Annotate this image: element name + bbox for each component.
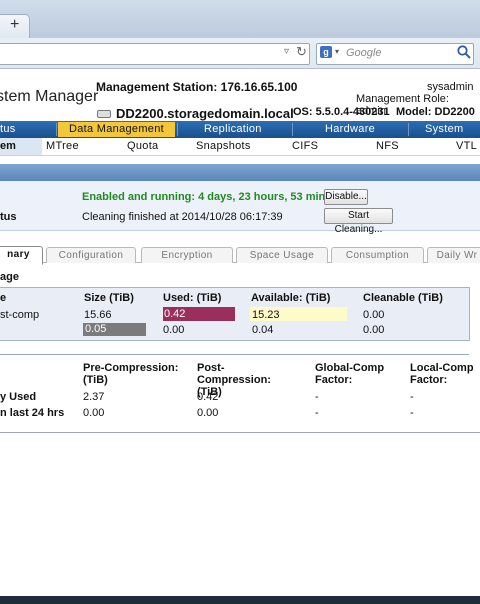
management-station: Management Station: 176.16.65.100: [96, 80, 298, 94]
search-box[interactable]: [316, 43, 474, 65]
table-cell: 0.00: [83, 407, 105, 419]
tab-encryption[interactable]: Encryption: [141, 247, 233, 263]
column-header: e: [0, 292, 7, 304]
space-usage-table: [0, 287, 470, 341]
reload-icon[interactable]: ↻: [296, 44, 307, 59]
table-cell: 0.42: [164, 308, 186, 320]
cleaning-status: Cleaning finished at 2014/10/28 06:17:39: [82, 211, 283, 223]
browser-tab[interactable]: [0, 14, 30, 39]
column-header: Global-Comp Factor:: [315, 362, 385, 386]
google-engine-icon[interactable]: g: [320, 46, 332, 58]
table-cell: -: [410, 407, 414, 419]
table-divider: [0, 354, 469, 355]
tab-space-usage[interactable]: Space Usage: [236, 247, 328, 263]
column-header: Available: (TiB): [251, 292, 331, 304]
sub-nav: MTree Quota Snapshots CIFS NFS VTL: [0, 138, 480, 156]
column-header: Used: (TiB): [163, 292, 222, 304]
subnav-quota[interactable]: Quota: [127, 140, 159, 152]
table-cell: 15.66: [84, 309, 112, 321]
row-label: y Used: [0, 391, 37, 403]
tab-summary[interactable]: nary: [0, 246, 43, 265]
subnav-cifs[interactable]: CIFS: [292, 140, 319, 152]
tab-daily-written[interactable]: Daily Wr: [427, 247, 480, 263]
nav-divider: [292, 123, 293, 136]
address-dropdown-icon[interactable]: ▿: [284, 46, 290, 57]
used-bar: [163, 307, 235, 321]
model-label: Model: DD2200: [396, 106, 475, 118]
table-cell: 0.00: [197, 407, 219, 419]
search-placeholder[interactable]: Google: [346, 47, 382, 59]
nav-divider: [177, 123, 178, 136]
content-divider: [0, 432, 480, 433]
nav-item-data-management[interactable]: Data Management: [58, 122, 175, 137]
table-cell: 0.00: [363, 324, 385, 336]
row-label: n last 24 hrs: [0, 407, 65, 419]
panel-header-bar: [0, 164, 480, 181]
taskbar: [0, 596, 480, 604]
disk-icon: [97, 110, 111, 118]
running-status: Enabled and running: 4 days, 23 hours, 5…: [82, 191, 348, 203]
management-role: Management Role: admin: [356, 93, 449, 117]
tab-configuration[interactable]: Configuration: [46, 247, 136, 263]
column-header: Pre-Compression: (TiB): [83, 362, 179, 386]
table-cell: -: [315, 407, 319, 419]
user-name: sysadmin: [427, 81, 474, 93]
disable-button[interactable]: Disable...: [324, 189, 368, 205]
tab-consumption[interactable]: Consumption: [331, 247, 424, 263]
table-cell: 0.00: [163, 324, 185, 336]
os-version: OS: 5.5.0.4-430231: [293, 106, 390, 118]
nav-item-status[interactable]: tus: [0, 123, 16, 135]
main-nav: tus Data Management Replication Hardware…: [0, 121, 480, 152]
app-title: stem Manager: [0, 88, 99, 105]
table-cell: 0.05: [85, 323, 107, 335]
browser-tab-strip: [0, 0, 480, 39]
table-cell: st-comp: [0, 309, 40, 321]
available-bar: [250, 307, 347, 321]
nav-divider: [408, 123, 409, 136]
table-cell: 0.00: [363, 309, 385, 321]
table-cell: 15.23: [252, 309, 280, 321]
cleaning-status-label: tus: [0, 211, 17, 223]
subnav-mtree[interactable]: MTree: [46, 140, 79, 152]
nav-item-system-settings[interactable]: System Se: [425, 123, 464, 152]
table-cell: 0.04: [252, 324, 274, 336]
subnav-file-system-label: em: [0, 140, 16, 152]
table-cell: -: [410, 391, 414, 403]
nav-item-replication[interactable]: Replication: [204, 123, 262, 135]
subnav-file-system[interactable]: em: [0, 138, 42, 155]
search-icon[interactable]: [456, 44, 472, 60]
subnav-vtl[interactable]: VTL: [456, 140, 478, 152]
table-cell: 0.42: [197, 391, 219, 403]
section-label: age: [0, 271, 19, 283]
start-cleaning-button[interactable]: Start Cleaning...: [324, 208, 393, 235]
system-name: DD2200.storagedomain.local: [116, 106, 294, 121]
table-cell: -: [315, 391, 319, 403]
size-bar: [83, 323, 146, 336]
engine-dropdown-icon[interactable]: ▾: [335, 47, 340, 56]
column-header: Cleanable (TiB): [363, 292, 443, 304]
table-cell: 2.37: [83, 391, 105, 403]
subnav-snapshots[interactable]: Snapshots: [196, 140, 251, 152]
address-bar[interactable]: [0, 43, 310, 65]
column-header: Size (TiB): [84, 292, 134, 304]
column-header: Post-Compression: (TiB): [197, 362, 271, 398]
column-header: Local-Comp Factor:: [410, 362, 474, 386]
new-tab-icon[interactable]: +: [10, 16, 20, 33]
subnav-nfs[interactable]: NFS: [376, 140, 399, 152]
status-panel: [0, 181, 480, 231]
nav-item-hardware[interactable]: Hardware: [325, 123, 376, 135]
nav-divider: [56, 123, 57, 136]
